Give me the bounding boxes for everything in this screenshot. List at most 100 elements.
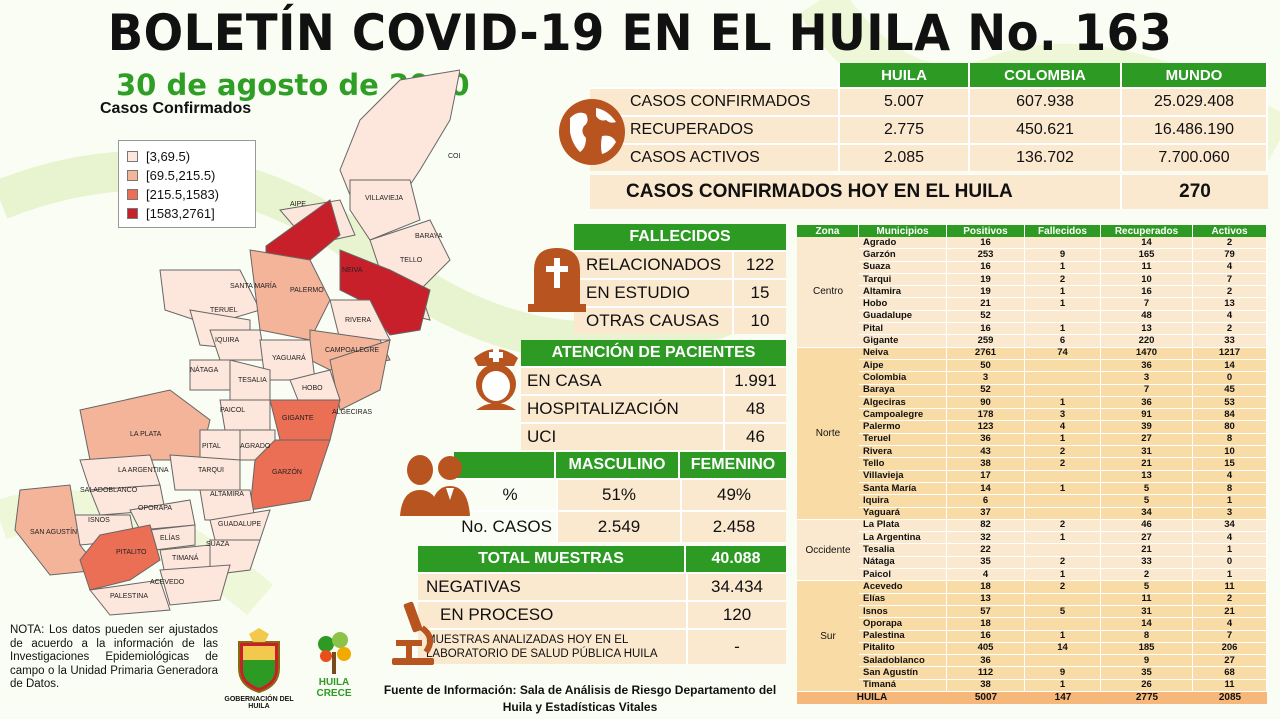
municipio-cell: 8 bbox=[1193, 483, 1267, 495]
municipio-cell: 2 bbox=[1193, 593, 1267, 605]
fallecidos-row: EN ESTUDIO 15 bbox=[574, 278, 786, 306]
table-row: Paicol 4 1 2 1 bbox=[859, 569, 1267, 582]
municipio-name: Isnos bbox=[859, 606, 947, 618]
total-cell: 5007 bbox=[974, 692, 998, 704]
municipio-cell bbox=[1025, 495, 1101, 507]
map-region-paicol bbox=[219, 399, 271, 431]
municipio-cell: 18 bbox=[947, 618, 1025, 630]
table-row: Acevedo 18 2 5 11 bbox=[859, 581, 1267, 594]
genero-header-empty bbox=[454, 452, 556, 478]
genero-value: 49% bbox=[680, 480, 786, 510]
municipio-cell: 1 bbox=[1025, 569, 1101, 581]
map-region-palestina bbox=[89, 579, 171, 616]
muestras-panel: TOTAL MUESTRAS 40.088 NEGATIVAS 34.434 E… bbox=[418, 546, 786, 664]
map-region-villavieja bbox=[349, 179, 421, 241]
municipio-cell: 1217 bbox=[1193, 347, 1267, 359]
table-row: Colombia 3 3 0 bbox=[859, 372, 1267, 385]
municipio-cell bbox=[1025, 310, 1101, 323]
municipio-cell: 3 bbox=[1025, 409, 1101, 421]
municipio-cell: 0 bbox=[1193, 372, 1267, 384]
map-label: LA ARGENTINA bbox=[118, 467, 169, 474]
table-row: Rivera 43 2 31 10 bbox=[859, 446, 1267, 459]
summary-row-activos: CASOS ACTIVOS 2.085 136.702 7.700.060 bbox=[590, 143, 1268, 171]
municipio-cell: 16 bbox=[947, 630, 1025, 642]
summary-table: HUILA COLOMBIA MUNDO CASOS CONFIRMADOS 5… bbox=[590, 63, 1268, 209]
municipio-cell: 4 bbox=[1193, 261, 1267, 273]
map-label: PALESTINA bbox=[110, 593, 148, 600]
municipio-cell: 45 bbox=[1193, 384, 1267, 396]
municipio-cell: 8 bbox=[1101, 630, 1193, 642]
municipio-name: Tello bbox=[859, 458, 947, 470]
atencion-label: UCI bbox=[521, 424, 723, 450]
gobernacion-logo: GOBERNACIÓN DEL HUILA bbox=[218, 628, 300, 710]
municipio-cell: 90 bbox=[947, 397, 1025, 409]
municipio-cell: 11 bbox=[1101, 593, 1193, 605]
genero-row: No. CASOS 2.549 2.458 bbox=[454, 510, 786, 542]
table-row: Iquira 6 5 1 bbox=[859, 495, 1267, 508]
municipio-cell: 14 bbox=[947, 483, 1025, 495]
summary-cell: 607.938 bbox=[970, 87, 1122, 115]
municipio-name: Nátaga bbox=[859, 556, 947, 569]
legend-swatch bbox=[127, 189, 138, 200]
municipio-cell: 21 bbox=[947, 298, 1025, 310]
nurse-icon bbox=[474, 348, 518, 410]
table-row: Guadalupe 52 48 4 bbox=[859, 310, 1267, 324]
municipio-cell: 1470 bbox=[1101, 347, 1193, 359]
zone-group: Occidente La Plata 82 2 46 34 La Argentina 32 1 2… bbox=[797, 519, 1267, 582]
zone-rows: Neiva 2761 74 1470 1217 Aipe 50 36 14 Colombia 3 3 0… bbox=[859, 347, 1267, 520]
municipios-header: Recuperados bbox=[1101, 225, 1193, 237]
summary-header-huila: HUILA bbox=[840, 63, 970, 87]
municipio-cell: 27 bbox=[1193, 655, 1267, 667]
municipio-cell bbox=[1025, 544, 1101, 556]
summary-cell: 25.029.408 bbox=[1122, 87, 1268, 115]
summary-cell: 5.007 bbox=[840, 87, 970, 115]
map-label: AIPE bbox=[290, 201, 306, 208]
municipio-cell: 7 bbox=[1101, 298, 1193, 310]
municipio-cell: 3 bbox=[947, 372, 1025, 384]
zone-name: Centro bbox=[797, 237, 859, 348]
today-value: 270 bbox=[1122, 175, 1268, 209]
municipio-cell: 16 bbox=[947, 237, 1025, 249]
municipio-cell: 21 bbox=[1101, 458, 1193, 470]
municipio-cell: 2 bbox=[1025, 519, 1101, 532]
municipio-name: Santa María bbox=[859, 483, 947, 495]
zone-column: Sur bbox=[797, 581, 859, 692]
zone-name: Sur bbox=[797, 581, 859, 692]
municipio-cell: 53 bbox=[1193, 397, 1267, 409]
municipio-cell: 1 bbox=[1025, 323, 1101, 335]
municipio-cell: 91 bbox=[1101, 409, 1193, 421]
municipio-cell: 7 bbox=[1193, 630, 1267, 642]
legend-swatch bbox=[127, 170, 138, 181]
atencion-title: ATENCIÓN DE PACIENTES bbox=[521, 340, 786, 366]
muestras-row: EN PROCESO 120 bbox=[418, 600, 786, 628]
municipio-cell: 13 bbox=[947, 593, 1025, 605]
table-row: Villavieja 17 13 4 bbox=[859, 470, 1267, 483]
today-label: CASOS CONFIRMADOS HOY EN EL HUILA bbox=[590, 175, 1122, 209]
municipio-cell: 6 bbox=[947, 495, 1025, 507]
fuente-text: Fuente de Información: Sala de Análisis … bbox=[383, 683, 777, 714]
municipio-cell: 34 bbox=[1101, 507, 1193, 519]
municipio-cell: 4 bbox=[947, 569, 1025, 581]
atencion-row: HOSPITALIZACIÓN 48 bbox=[521, 394, 786, 422]
map-label: RIVERA bbox=[345, 317, 371, 324]
municipio-cell: 57 bbox=[947, 606, 1025, 618]
map-label: TIMANÁ bbox=[172, 553, 199, 562]
municipio-name: Gigante bbox=[859, 335, 947, 347]
map-label: GARZÓN bbox=[272, 467, 302, 476]
municipios-header: Positivos bbox=[947, 225, 1025, 237]
atencion-label: EN CASA bbox=[521, 368, 723, 394]
map-label: PALERMO bbox=[290, 287, 324, 294]
summary-cell: 2.775 bbox=[840, 115, 970, 143]
map-label: SANTA MARÍA bbox=[230, 281, 277, 290]
municipio-cell: 1 bbox=[1025, 483, 1101, 495]
municipio-cell: 259 bbox=[947, 335, 1025, 347]
municipio-cell: 2 bbox=[1025, 556, 1101, 569]
fallecidos-value: 10 bbox=[732, 308, 786, 334]
summary-cell: 2.085 bbox=[840, 143, 970, 171]
municipio-name: Villavieja bbox=[859, 470, 947, 482]
municipio-cell: 68 bbox=[1193, 667, 1267, 679]
municipio-cell: 52 bbox=[947, 384, 1025, 396]
muestras-row: MUESTRAS ANALIZADAS HOY EN EL LABORATORI… bbox=[418, 628, 786, 664]
map-label: HOBO bbox=[302, 385, 323, 392]
map-region-garzon bbox=[249, 439, 331, 511]
